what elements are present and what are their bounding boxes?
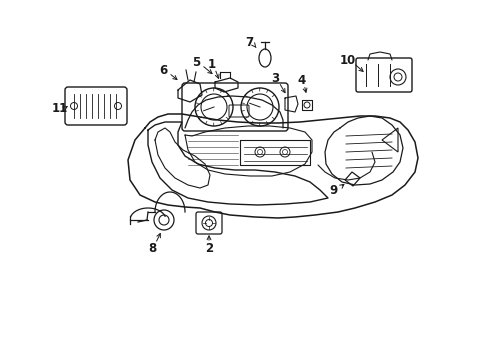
Text: 5: 5 [191,55,200,68]
Text: 9: 9 [329,184,337,197]
Text: 2: 2 [204,242,213,255]
Polygon shape [381,128,397,152]
Text: 10: 10 [339,54,355,67]
Text: 6: 6 [159,63,167,77]
Text: 4: 4 [297,73,305,86]
Text: 3: 3 [270,72,279,85]
Text: 7: 7 [244,36,253,49]
Text: 1: 1 [207,58,216,71]
Text: 11: 11 [52,102,68,114]
Polygon shape [345,172,359,186]
Text: 8: 8 [147,242,156,255]
